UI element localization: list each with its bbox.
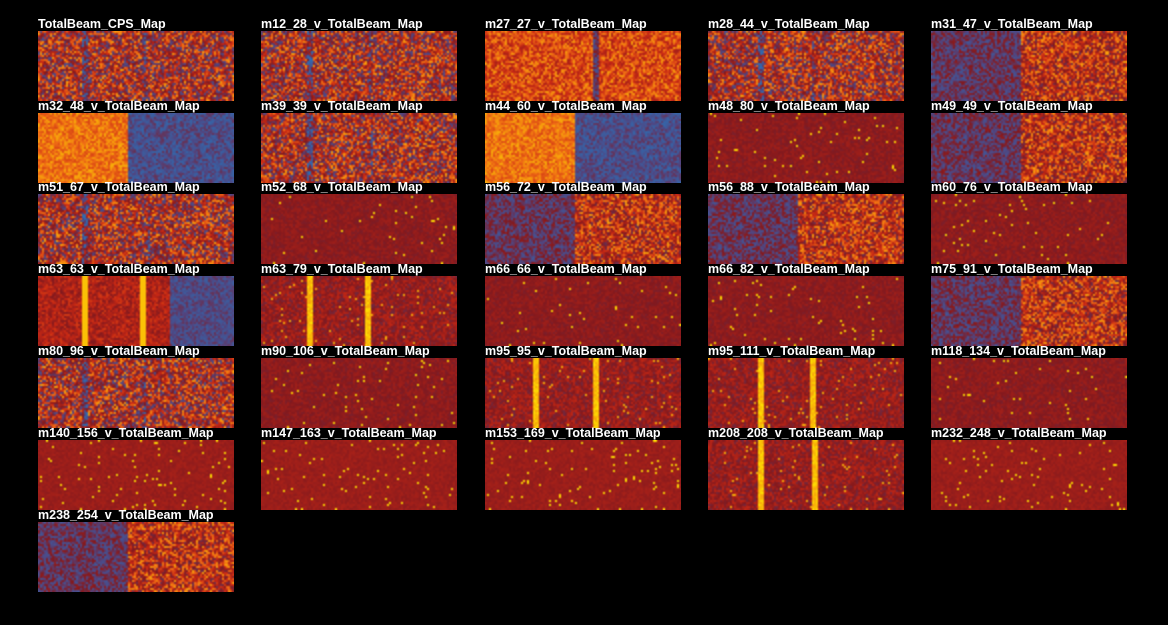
map-tile[interactable]: m56_72_v_TotalBeam_Map	[485, 180, 685, 264]
map-image	[485, 113, 681, 183]
map-title: m95_111_v_TotalBeam_Map	[708, 344, 876, 358]
map-tile[interactable]: m63_63_v_TotalBeam_Map	[38, 262, 238, 346]
map-title: m208_208_v_TotalBeam_Map	[708, 426, 884, 440]
map-title: m238_254_v_TotalBeam_Map	[38, 508, 214, 522]
map-title: m12_28_v_TotalBeam_Map	[261, 17, 423, 31]
map-title: m56_88_v_TotalBeam_Map	[708, 180, 870, 194]
map-tile[interactable]: m44_60_v_TotalBeam_Map	[485, 99, 685, 183]
map-tile[interactable]: m39_39_v_TotalBeam_Map	[261, 99, 461, 183]
map-image	[931, 276, 1127, 346]
map-title: m153_169_v_TotalBeam_Map	[485, 426, 661, 440]
map-title: m31_47_v_TotalBeam_Map	[931, 17, 1093, 31]
map-title: m32_48_v_TotalBeam_Map	[38, 99, 200, 113]
map-tile[interactable]: m80_96_v_TotalBeam_Map	[38, 344, 238, 428]
map-image	[261, 194, 457, 264]
map-tile[interactable]: m31_47_v_TotalBeam_Map	[931, 17, 1131, 101]
map-image	[485, 358, 681, 428]
map-title: m232_248_v_TotalBeam_Map	[931, 426, 1107, 440]
map-image	[38, 358, 234, 428]
map-tile[interactable]: m66_66_v_TotalBeam_Map	[485, 262, 685, 346]
map-title: m75_91_v_TotalBeam_Map	[931, 262, 1093, 276]
map-image	[38, 522, 234, 592]
map-title: m51_67_v_TotalBeam_Map	[38, 180, 200, 194]
map-image	[485, 276, 681, 346]
map-tile[interactable]: m27_27_v_TotalBeam_Map	[485, 17, 685, 101]
map-image	[931, 113, 1127, 183]
map-tile[interactable]: m147_163_v_TotalBeam_Map	[261, 426, 461, 510]
map-image	[38, 276, 234, 346]
map-image	[485, 440, 681, 510]
map-title: m39_39_v_TotalBeam_Map	[261, 99, 423, 113]
map-tile[interactable]: m153_169_v_TotalBeam_Map	[485, 426, 685, 510]
map-image	[708, 358, 904, 428]
map-tile[interactable]: m95_111_v_TotalBeam_Map	[708, 344, 908, 428]
map-tile[interactable]: m60_76_v_TotalBeam_Map	[931, 180, 1131, 264]
map-image	[261, 276, 457, 346]
map-image	[931, 31, 1127, 101]
map-title: m95_95_v_TotalBeam_Map	[485, 344, 647, 358]
map-title: m28_44_v_TotalBeam_Map	[708, 17, 870, 31]
map-image	[38, 113, 234, 183]
map-tile[interactable]: m232_248_v_TotalBeam_Map	[931, 426, 1131, 510]
map-tile[interactable]: m75_91_v_TotalBeam_Map	[931, 262, 1131, 346]
map-image	[708, 194, 904, 264]
map-image	[38, 440, 234, 510]
map-title: m90_106_v_TotalBeam_Map	[261, 344, 430, 358]
map-tile[interactable]: m63_79_v_TotalBeam_Map	[261, 262, 461, 346]
map-image	[708, 276, 904, 346]
map-image	[261, 358, 457, 428]
map-tile[interactable]: m238_254_v_TotalBeam_Map	[38, 508, 238, 592]
map-image	[485, 194, 681, 264]
map-image	[931, 194, 1127, 264]
map-title: m63_63_v_TotalBeam_Map	[38, 262, 200, 276]
map-tile[interactable]: m51_67_v_TotalBeam_Map	[38, 180, 238, 264]
map-title: m52_68_v_TotalBeam_Map	[261, 180, 423, 194]
map-title: m80_96_v_TotalBeam_Map	[38, 344, 200, 358]
map-title: TotalBeam_CPS_Map	[38, 17, 166, 31]
map-tile[interactable]: m32_48_v_TotalBeam_Map	[38, 99, 238, 183]
map-title: m56_72_v_TotalBeam_Map	[485, 180, 647, 194]
map-image	[261, 31, 457, 101]
map-tile[interactable]: m52_68_v_TotalBeam_Map	[261, 180, 461, 264]
map-title: m27_27_v_TotalBeam_Map	[485, 17, 647, 31]
map-image	[931, 358, 1127, 428]
map-image	[38, 31, 234, 101]
map-tile[interactable]: m48_80_v_TotalBeam_Map	[708, 99, 908, 183]
map-tile[interactable]: m28_44_v_TotalBeam_Map	[708, 17, 908, 101]
map-image	[485, 31, 681, 101]
map-image	[261, 440, 457, 510]
map-image	[261, 113, 457, 183]
map-image	[708, 113, 904, 183]
map-image	[931, 440, 1127, 510]
map-title: m48_80_v_TotalBeam_Map	[708, 99, 870, 113]
map-tile[interactable]: TotalBeam_CPS_Map	[38, 17, 238, 101]
map-title: m66_66_v_TotalBeam_Map	[485, 262, 647, 276]
map-image	[708, 440, 904, 510]
map-title: m63_79_v_TotalBeam_Map	[261, 262, 423, 276]
map-title: m147_163_v_TotalBeam_Map	[261, 426, 437, 440]
map-tile[interactable]: m49_49_v_TotalBeam_Map	[931, 99, 1131, 183]
map-tile[interactable]: m95_95_v_TotalBeam_Map	[485, 344, 685, 428]
map-title: m118_134_v_TotalBeam_Map	[931, 344, 1106, 358]
map-image	[708, 31, 904, 101]
map-image	[38, 194, 234, 264]
map-title: m60_76_v_TotalBeam_Map	[931, 180, 1093, 194]
map-title: m49_49_v_TotalBeam_Map	[931, 99, 1093, 113]
map-tile[interactable]: m12_28_v_TotalBeam_Map	[261, 17, 461, 101]
map-title: m140_156_v_TotalBeam_Map	[38, 426, 214, 440]
map-tile[interactable]: m90_106_v_TotalBeam_Map	[261, 344, 461, 428]
map-title: m66_82_v_TotalBeam_Map	[708, 262, 870, 276]
map-tile[interactable]: m140_156_v_TotalBeam_Map	[38, 426, 238, 510]
map-title: m44_60_v_TotalBeam_Map	[485, 99, 647, 113]
map-tile[interactable]: m208_208_v_TotalBeam_Map	[708, 426, 908, 510]
map-tile[interactable]: m118_134_v_TotalBeam_Map	[931, 344, 1131, 428]
map-tile[interactable]: m66_82_v_TotalBeam_Map	[708, 262, 908, 346]
map-tile[interactable]: m56_88_v_TotalBeam_Map	[708, 180, 908, 264]
